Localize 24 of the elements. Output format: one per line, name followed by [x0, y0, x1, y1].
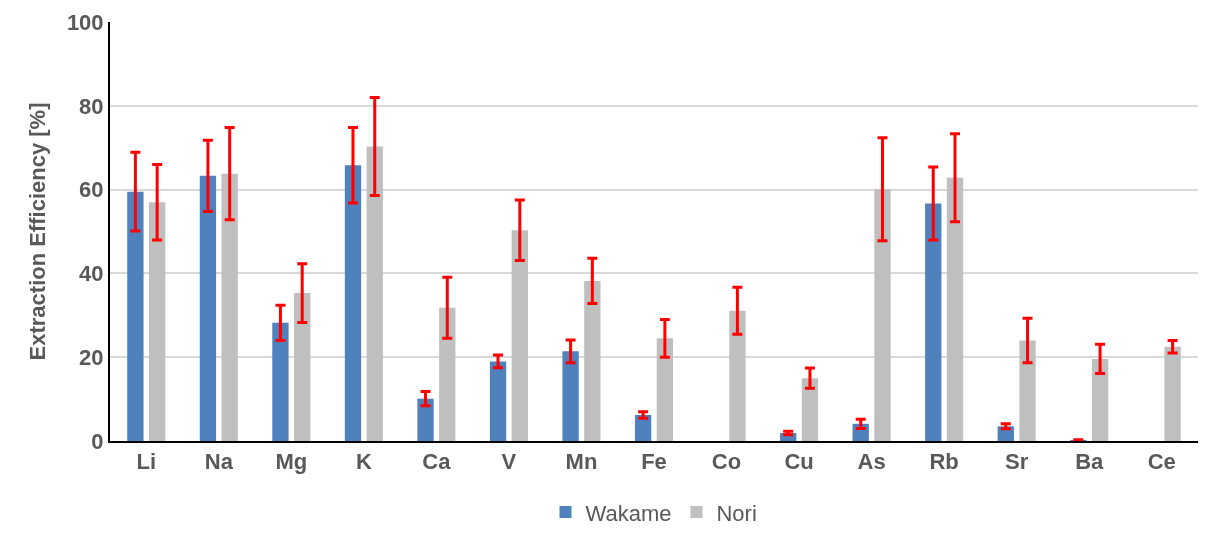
- x-tick-label: Cu: [784, 449, 814, 475]
- x-tick-label: Fe: [641, 449, 667, 475]
- x-tick-label: Mn: [565, 449, 598, 475]
- y-tick-label: 20: [79, 344, 104, 370]
- x-tick-label: Mg: [275, 449, 308, 475]
- x-tick-label: Li: [136, 449, 157, 475]
- x-tick-label: Ca: [422, 449, 452, 475]
- y-axis-title: Extraction Efficiency [%]: [25, 102, 51, 361]
- y-tick-label: 40: [79, 261, 104, 287]
- x-tick-label: Rb: [929, 449, 959, 475]
- x-tick-label: K: [355, 449, 372, 475]
- x-tick-label: Ba: [1075, 449, 1105, 475]
- y-tick-label: 0: [91, 428, 104, 454]
- x-tick-label: As: [857, 449, 886, 475]
- x-tick-label: Na: [204, 449, 234, 475]
- x-tick-label: Ce: [1147, 449, 1176, 475]
- x-tick-label: Sr: [1005, 449, 1029, 475]
- legend-label: Nori: [716, 500, 757, 526]
- legend-label: Wakame: [585, 500, 672, 526]
- y-tick-label: 80: [79, 93, 104, 119]
- y-tick-label: 60: [79, 177, 104, 203]
- y-tick-label: 100: [66, 9, 104, 35]
- x-tick-label: V: [501, 449, 517, 475]
- x-tick-label: Co: [711, 449, 742, 475]
